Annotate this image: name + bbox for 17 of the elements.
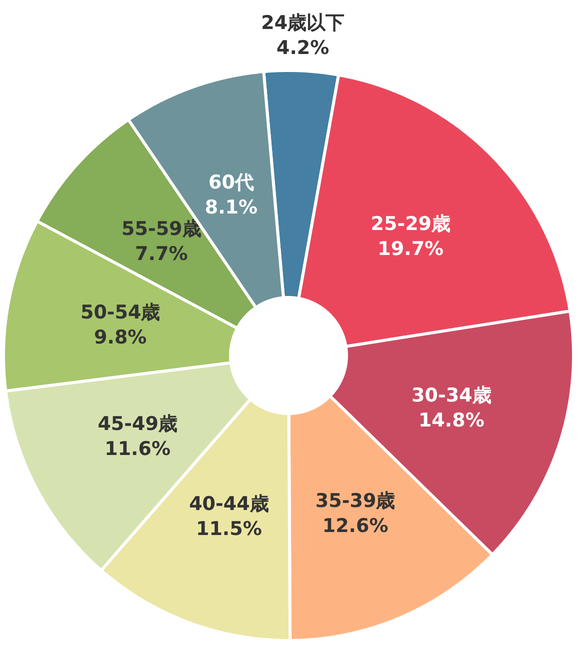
slice-label: 60代 [208, 171, 254, 194]
data-label: 9.8% [94, 326, 147, 348]
data-label: 11.6% [104, 438, 171, 460]
slice-label: 25-29歳 [370, 212, 451, 235]
data-label: 14.8% [418, 409, 484, 432]
slice-label: 40-44歳 [189, 492, 269, 515]
slice-label: 35-39歳 [315, 490, 396, 512]
data-label: 4.2% [276, 36, 330, 59]
slice-label: 30-34歳 [412, 384, 492, 406]
data-label: 7.7% [135, 243, 188, 266]
slice-label: 24歳以下 [261, 12, 345, 34]
data-label: 19.7% [378, 238, 444, 260]
data-label: 12.6% [322, 514, 388, 537]
slice-label: 50-54歳 [80, 301, 160, 324]
data-label: 8.1% [204, 196, 258, 218]
data-label: 11.5% [196, 518, 262, 540]
slice-label: 45-49歳 [98, 412, 178, 435]
